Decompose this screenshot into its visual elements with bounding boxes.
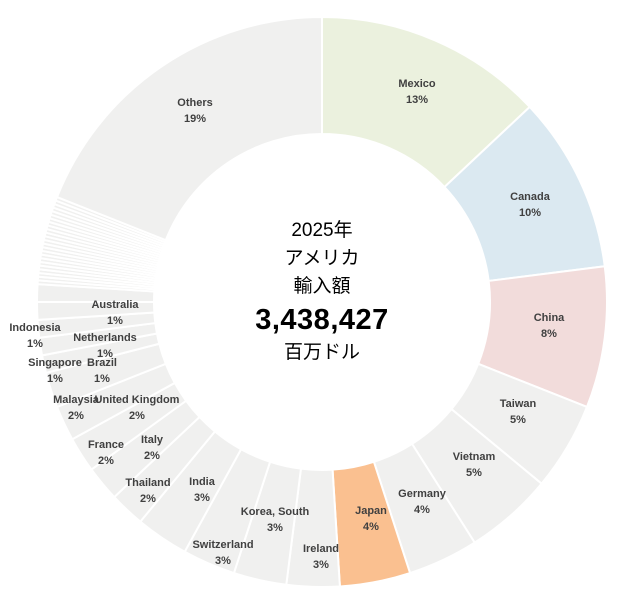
center-total-value: 3,438,427 [255,304,389,336]
slice-others [55,15,323,242]
center-year-line: 2025年 [291,220,353,241]
center-unit-line: 百万ドル [283,342,361,363]
chart-center-label: 2025年 アメリカ 輸入額 3,438,427 百万ドル [255,217,389,367]
center-country-line: アメリカ [284,248,360,269]
center-metric-line: 輸入額 [293,276,351,297]
